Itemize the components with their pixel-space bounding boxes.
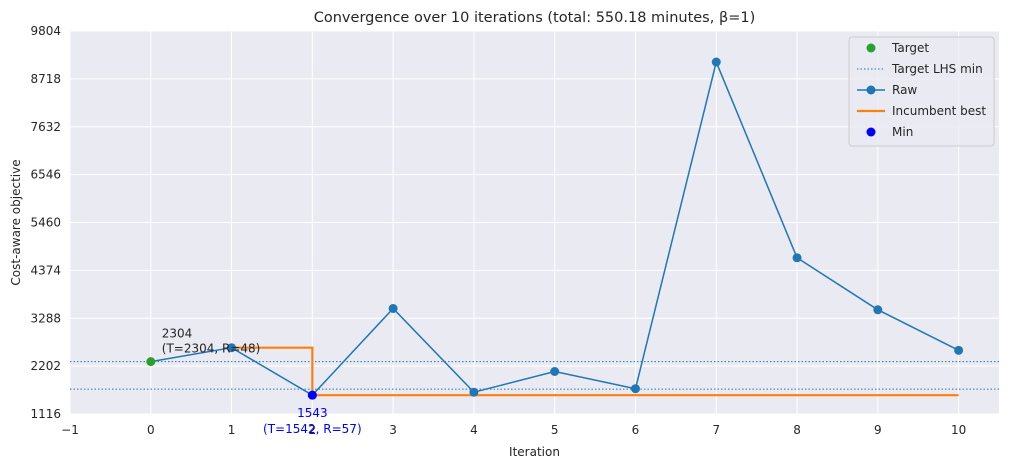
x-tick-label: 9 bbox=[874, 423, 882, 437]
y-axis-title: Cost-aware objective bbox=[9, 159, 23, 285]
raw-point bbox=[792, 253, 802, 263]
series-layer bbox=[146, 57, 964, 400]
target-annotation-detail: (T=2304, R=48) bbox=[162, 342, 261, 356]
raw-point bbox=[873, 305, 883, 315]
x-axis-ticks: −1 0 1 2 3 4 5 6 7 8 9 10 bbox=[61, 423, 966, 437]
legend: Target Target LHS min Raw Incumbent best Min bbox=[848, 36, 995, 147]
x-tick-label: 2 bbox=[309, 423, 317, 437]
y-tick-label: 4374 bbox=[30, 263, 61, 277]
target-lhs-min-lines bbox=[70, 361, 999, 390]
y-axis-ticks: 1116 2202 3288 4374 5460 6546 7632 8718 9804 bbox=[30, 24, 61, 421]
chart-title: Convergence over 10 iterations (total: 5… bbox=[314, 10, 756, 26]
legend-label: Incumbent best bbox=[892, 104, 986, 118]
raw-point bbox=[227, 343, 237, 353]
min-annotation-value: 1543 bbox=[297, 406, 328, 420]
legend-label: Min bbox=[892, 125, 913, 139]
raw-point bbox=[388, 303, 398, 313]
y-tick-label: 3288 bbox=[30, 311, 61, 325]
legend-marker bbox=[866, 127, 876, 137]
target-point bbox=[146, 357, 156, 367]
legend-label: Target bbox=[891, 41, 929, 55]
min-annotation-detail: (T=1542, R=57) bbox=[263, 422, 362, 436]
x-tick-label: 1 bbox=[228, 423, 236, 437]
legend-label: Raw bbox=[892, 83, 917, 97]
raw-point bbox=[469, 387, 479, 397]
x-tick-label: 7 bbox=[712, 423, 720, 437]
y-tick-label: 1116 bbox=[30, 407, 61, 421]
legend-item: Raw bbox=[857, 83, 917, 97]
y-tick-label: 8718 bbox=[30, 72, 61, 86]
raw-point bbox=[630, 384, 640, 394]
raw-point bbox=[711, 57, 721, 67]
legend-item: Min bbox=[866, 125, 913, 139]
y-tick-label: 5460 bbox=[30, 216, 61, 230]
x-axis-title: Iteration bbox=[509, 445, 560, 459]
y-tick-label: 2202 bbox=[30, 359, 61, 373]
x-tick-label: 6 bbox=[632, 423, 640, 437]
grid-lines bbox=[69, 30, 999, 415]
x-tick-label: 3 bbox=[389, 423, 397, 437]
y-tick-label: 9804 bbox=[30, 24, 61, 38]
x-tick-label: −1 bbox=[61, 423, 79, 437]
x-tick-label: 5 bbox=[551, 423, 559, 437]
legend-label: Target LHS min bbox=[891, 62, 983, 76]
raw-prefix-line bbox=[150, 346, 232, 363]
raw-point bbox=[954, 345, 964, 355]
x-tick-label: 8 bbox=[793, 423, 801, 437]
min-point bbox=[307, 390, 317, 400]
legend-item: Target bbox=[866, 41, 929, 55]
legend-marker bbox=[866, 43, 876, 53]
legend-box bbox=[848, 36, 995, 147]
x-tick-label: 0 bbox=[147, 423, 155, 437]
legend-marker bbox=[866, 85, 876, 95]
incumbent-best-line bbox=[231, 346, 959, 397]
raw-line bbox=[231, 59, 959, 397]
x-tick-label: 4 bbox=[470, 423, 478, 437]
target-annotation-value: 2304 bbox=[162, 327, 193, 341]
annotations: 2304(T=2304, R=48) 1543 (T=1542, R=57) bbox=[162, 327, 362, 437]
x-tick-label: 10 bbox=[951, 423, 966, 437]
y-tick-label: 7632 bbox=[30, 120, 61, 134]
y-tick-label: 6546 bbox=[30, 168, 61, 182]
raw-point bbox=[550, 367, 560, 377]
legend-item: Target LHS min bbox=[857, 62, 983, 76]
legend-item: Incumbent best bbox=[857, 104, 986, 118]
